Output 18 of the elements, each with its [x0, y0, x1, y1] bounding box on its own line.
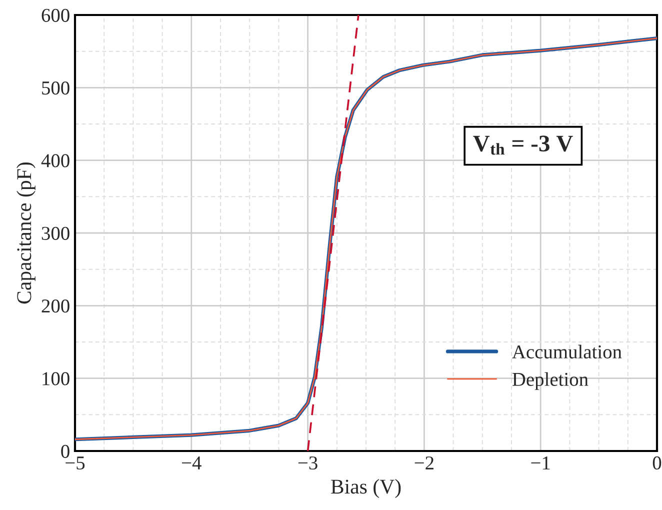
y-axis-title: Capacitance (pF) — [16, 162, 36, 304]
x-tick-label: −2 — [414, 456, 434, 470]
y-tick-label: 500 — [42, 81, 70, 95]
legend-label: Accumulation — [512, 344, 622, 358]
y-tick-label: 200 — [42, 299, 70, 313]
y-tick-label: 0 — [61, 444, 70, 458]
x-tick-label: −4 — [182, 456, 202, 470]
x-tick-label: −3 — [298, 456, 318, 470]
y-tick-label: 600 — [42, 8, 70, 22]
y-tick-label: 100 — [42, 372, 70, 386]
x-axis-title: Bias (V) — [331, 479, 401, 498]
x-tick-label: −1 — [531, 456, 550, 470]
y-tick-label: 400 — [41, 154, 70, 168]
annotation: V$_{th}$ = -3 V — [473, 136, 573, 155]
legend-label: Depletion — [512, 372, 588, 390]
y-tick-label: 300 — [42, 226, 70, 240]
x-tick-label: −5 — [66, 456, 85, 470]
x-tick-label: 0 — [652, 456, 662, 470]
